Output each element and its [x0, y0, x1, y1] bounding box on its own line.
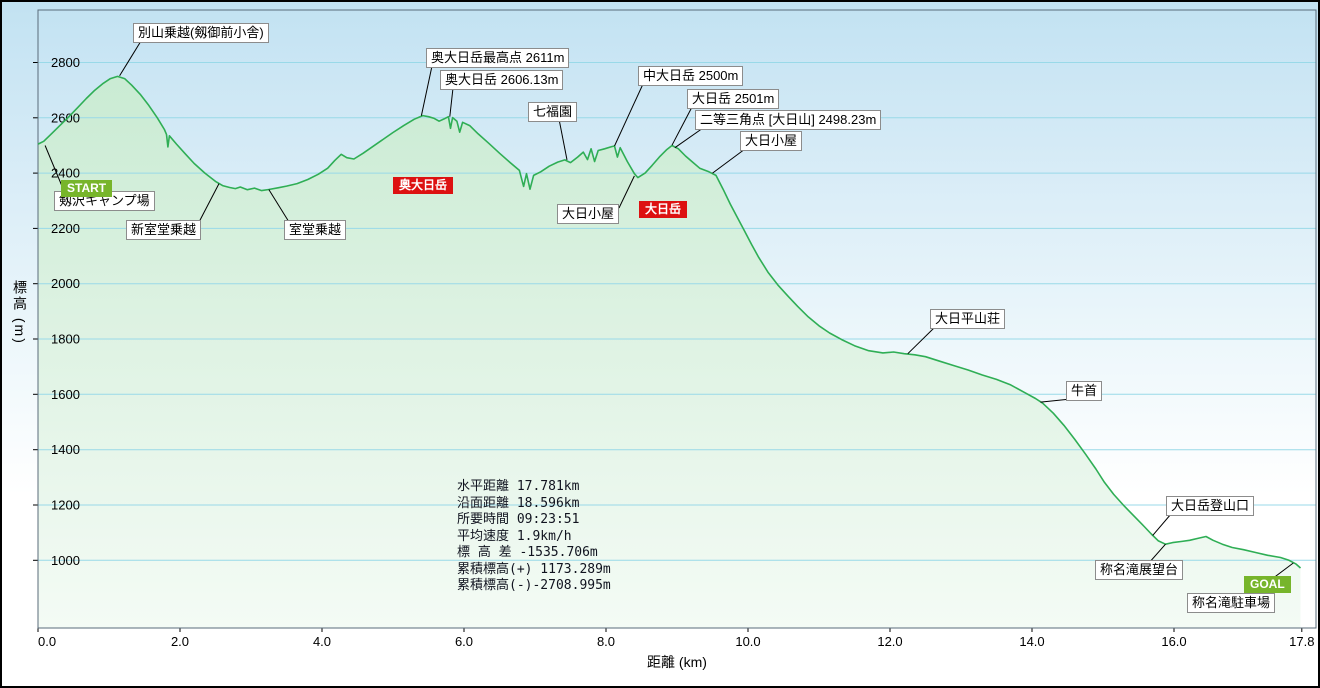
start-badge: START [61, 180, 113, 197]
stats-line: 標 高 差 -1535.706m [457, 545, 598, 560]
goal-badge: GOAL [1244, 576, 1291, 593]
annotation-label: 奥大日岳 2606.13m [440, 70, 564, 90]
stats-line: 累積標高(+) 1173.289m [457, 561, 611, 577]
y-tick-label: 2000 [51, 276, 80, 291]
y-tick-label: 1800 [51, 332, 80, 347]
annotation-leader-line [907, 326, 936, 355]
annotation-label: 称名滝駐車場 [1187, 593, 1276, 613]
annotation-leader-line [618, 175, 635, 209]
annotation-label: 奥大日岳最高点 2611m [426, 48, 570, 68]
x-tick-label: 0.0 [38, 634, 56, 649]
x-tick-label: 16.0 [1161, 634, 1186, 649]
stats-line: 所要時間 09:23:51 [457, 512, 580, 527]
track-stats-block: 水平距離 17.781km 沿面距離 18.596km 所要時間 09:23:51 平… [457, 479, 611, 595]
y-tick-label: 1400 [51, 442, 80, 457]
annotation-leader-line [671, 106, 693, 146]
annotation-label: 大日小屋 [740, 131, 803, 151]
annotation-label: 中大日岳 2500m [638, 66, 744, 86]
y-tick-label: 2600 [51, 110, 80, 125]
annotation-label: 牛首 [1066, 381, 1103, 401]
annotation-leader-line [558, 118, 568, 160]
stats-line: 平均速度 1.9km/h [457, 528, 572, 544]
annotation-label: 大日小屋 [557, 204, 620, 224]
y-tick-label: 1200 [51, 497, 80, 512]
annotation-leader-line [712, 148, 746, 174]
annotation-leader-line [197, 183, 220, 225]
annotation-leader-line [420, 65, 433, 116]
peak-badge: 大日岳 [639, 201, 688, 218]
annotation-leader-line [614, 83, 644, 147]
annotation-label: 七福園 [528, 102, 578, 122]
stats-line: 累積標高(-)-2708.995m [457, 578, 611, 593]
stats-line: 水平距離 17.781km [457, 479, 580, 494]
y-tick-label: 1000 [51, 553, 80, 568]
elevation-area-fill [38, 76, 1301, 628]
annotation-label: 新室堂乗越 [126, 220, 202, 240]
x-tick-label: 17.8 [1289, 634, 1314, 649]
y-axis-title: 標高 (m) [12, 280, 28, 345]
annotation-label: 別山乗越(剱御前小舎) [133, 23, 269, 43]
annotation-leader-line [268, 189, 290, 223]
x-axis-title: 距離 (km) [647, 654, 707, 670]
plot-border [37, 9, 1317, 629]
annotation-label: 大日平山荘 [930, 309, 1006, 329]
annotation-label: 大日岳登山口 [1166, 496, 1255, 516]
x-tick-label: 2.0 [171, 634, 189, 649]
annotation-label: 二等三角点 [大日山] 2498.23m [695, 110, 882, 130]
x-tick-label: 14.0 [1019, 634, 1044, 649]
x-tick-label: 12.0 [877, 634, 902, 649]
y-tick-label: 1600 [51, 387, 80, 402]
y-tick-label: 2800 [51, 55, 80, 70]
annotation-label: 室堂乗越 [284, 220, 347, 240]
annotation-leader-line [119, 40, 142, 77]
peak-badge: 奥大日岳 [393, 177, 454, 194]
annotation-leader-line [1152, 513, 1172, 536]
annotation-leader-line [674, 127, 704, 149]
x-tick-label: 6.0 [455, 634, 473, 649]
x-tick-label: 8.0 [597, 634, 615, 649]
stats-line: 沿面距離 18.596km [457, 495, 580, 511]
annotation-leader-line [449, 87, 454, 117]
x-tick-label: 10.0 [735, 634, 760, 649]
y-tick-label: 2200 [51, 221, 80, 236]
elevation-line [37, 75, 1302, 569]
annotation-leader-line [44, 145, 65, 192]
annotation-leader-line [1040, 398, 1072, 403]
x-tick-label: 4.0 [313, 634, 331, 649]
annotation-label: 称名滝展望台 [1095, 560, 1184, 580]
annotation-label: 大日岳 2501m [687, 89, 780, 109]
